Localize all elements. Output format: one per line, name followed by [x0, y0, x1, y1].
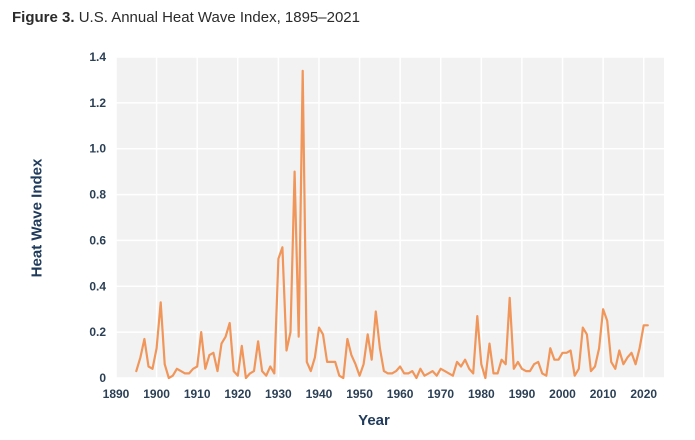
x-tick-label: 1980 [468, 387, 495, 401]
y-tick-label: 1.0 [89, 142, 106, 156]
x-tick-label: 2020 [630, 387, 657, 401]
y-tick-label: 1.2 [89, 96, 106, 110]
figure-title: Figure 3. U.S. Annual Heat Wave Index, 1… [12, 9, 360, 26]
x-tick-label: 1970 [427, 387, 454, 401]
y-tick-label: 0 [99, 371, 106, 385]
figure-title-text: U.S. Annual Heat Wave Index, 1895–2021 [78, 9, 360, 26]
y-axis-ticks: 0 0.2 0.4 0.6 0.8 1.0 1.2 1.4 [89, 50, 106, 385]
y-tick-label: 1.4 [89, 50, 106, 64]
plot-area [116, 57, 664, 378]
x-tick-label: 1920 [224, 387, 251, 401]
x-tick-label: 2010 [590, 387, 617, 401]
x-axis-title: Year [358, 412, 390, 429]
x-tick-label: 1900 [143, 387, 170, 401]
y-tick-label: 0.4 [89, 279, 106, 293]
x-tick-label: 1910 [184, 387, 211, 401]
y-tick-label: 0.8 [89, 188, 106, 202]
x-tick-label: 1990 [509, 387, 536, 401]
y-axis-title: Heat Wave Index [28, 158, 46, 278]
x-tick-label: 1960 [387, 387, 414, 401]
x-tick-label: 1950 [346, 387, 373, 401]
figure-number: Figure 3. [12, 9, 75, 26]
y-tick-label: 0.6 [89, 233, 106, 247]
grid-lines [115, 56, 664, 379]
y-tick-label: 0.2 [89, 325, 106, 339]
x-tick-label: 1930 [265, 387, 292, 401]
x-tick-label: 2000 [549, 387, 576, 401]
x-tick-label: 1940 [306, 387, 333, 401]
series-line-heat-wave-index [135, 69, 649, 380]
x-tick-label: 1890 [103, 387, 130, 401]
x-axis-ticks: 1890 1900 1910 1920 1930 1940 1950 1960 1970 1980… [103, 387, 658, 401]
